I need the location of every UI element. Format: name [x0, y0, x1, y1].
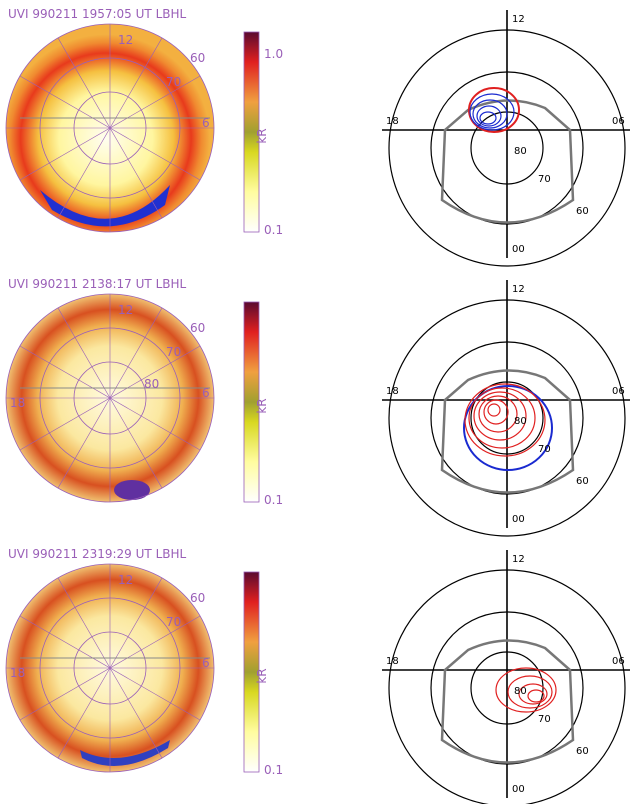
contour [472, 99, 508, 129]
contour [507, 675, 553, 709]
colorbar-min: 0.1 [264, 763, 283, 777]
contour [464, 383, 546, 457]
oval-boundary [440, 369, 575, 494]
polar-label: 60 [190, 591, 205, 605]
contour [463, 385, 553, 471]
meridian [19, 615, 201, 721]
panel: UVI 990211 2319:29 UT LBHL 12 60 70 18 6 kR 0.1… [5, 547, 630, 804]
model-label: 06 [612, 656, 625, 667]
model-label: 60 [576, 746, 589, 757]
polar-label: 70 [166, 75, 181, 89]
polar-label: 6 [202, 386, 210, 400]
model-label: 18 [386, 386, 399, 397]
colorbar [243, 31, 260, 233]
panel-title: UVI 990211 2138:17 UT LBHL [8, 277, 187, 291]
colorbar-unit: kR [255, 128, 269, 143]
polar-label: 6 [202, 116, 210, 130]
contour [476, 105, 502, 127]
polar-label: 12 [118, 33, 133, 47]
auroral-blue-band [80, 740, 170, 766]
model-label: 12 [512, 554, 525, 565]
model-label: 06 [612, 116, 625, 127]
colorbar-unit: kR [255, 668, 269, 683]
auroral-blue-patch [114, 480, 150, 500]
polar-label: 12 [118, 303, 133, 317]
panel: UVI 990211 1957:05 UT LBHL 12 60 70 6 kR 1.0 0.… [5, 7, 630, 267]
contour [469, 93, 515, 131]
polar-label: 18 [10, 666, 25, 680]
model-label: 80 [514, 686, 527, 697]
polar-label: 70 [166, 345, 181, 359]
polar-label: 60 [190, 51, 205, 65]
model-label: 70 [538, 174, 551, 185]
panel-title: UVI 990211 2319:29 UT LBHL [8, 547, 187, 561]
meridian [19, 75, 201, 181]
contour [473, 391, 527, 441]
meridian [19, 345, 201, 451]
model-label: 60 [576, 206, 589, 217]
colorbar [243, 571, 260, 773]
contour [478, 395, 518, 433]
colorbar-max: 1.0 [264, 47, 283, 61]
model-label: 70 [538, 444, 551, 455]
colorbar [243, 301, 260, 503]
model-label: 70 [538, 714, 551, 725]
contour [479, 111, 497, 125]
colorbar-min: 0.1 [264, 223, 283, 237]
auroral-blue-band [40, 185, 170, 227]
panel: UVI 990211 2138:17 UT LBHL 12 60 70 80 18 6 kR 0… [5, 277, 630, 537]
polar-label: 70 [166, 615, 181, 629]
polar-label: 12 [118, 573, 133, 587]
contour [495, 667, 557, 713]
model-label: 12 [512, 284, 525, 295]
polar-label: 18 [10, 396, 25, 410]
panel-title: UVI 990211 1957:05 UT LBHL [8, 7, 187, 21]
contour [487, 403, 501, 417]
polar-label: 6 [202, 656, 210, 670]
model-label: 00 [512, 244, 525, 255]
contour [518, 683, 548, 705]
model-label: 06 [612, 386, 625, 397]
model-label: 00 [512, 514, 525, 525]
model-label: 80 [514, 416, 527, 427]
oval-boundary [440, 99, 575, 224]
model-label: 18 [386, 656, 399, 667]
colorbar-min: 0.1 [264, 493, 283, 507]
model-label: 60 [576, 476, 589, 487]
contour [527, 689, 545, 703]
oval-boundary [440, 639, 575, 764]
model-label: 18 [386, 116, 399, 127]
model-label: 12 [512, 14, 525, 25]
polar-label: 60 [190, 321, 205, 335]
model-label: 80 [514, 146, 527, 157]
polar-label: 80 [144, 377, 159, 391]
model-label: 00 [512, 784, 525, 795]
colorbar-unit: kR [255, 398, 269, 413]
contour [468, 87, 520, 133]
contour [483, 399, 509, 425]
contour [468, 387, 536, 449]
